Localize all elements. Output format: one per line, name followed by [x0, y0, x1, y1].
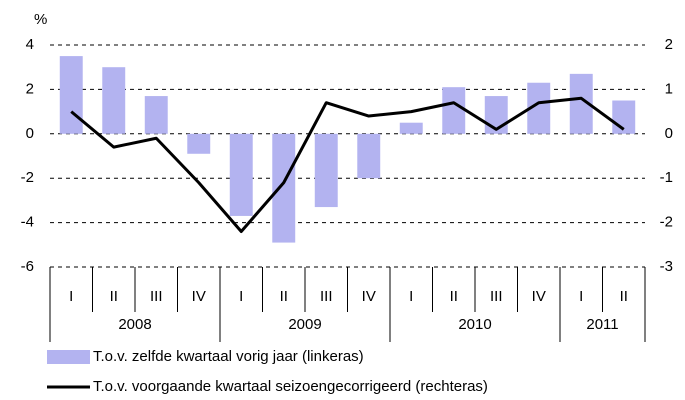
x-tick-label: I [69, 288, 73, 305]
x-tick-label: II [280, 288, 288, 305]
x-group-label: 2008 [118, 316, 151, 333]
y2-tick-label: -3 [660, 258, 673, 275]
y-tick-label: 0 [26, 125, 34, 142]
x-tick-label: II [450, 288, 458, 305]
bar [569, 73, 593, 134]
y2-tick-label: 0 [665, 125, 673, 142]
x-tick-label: II [620, 288, 628, 305]
bar [399, 122, 423, 134]
x-group-label: 2009 [288, 316, 321, 333]
y-tick-label: -6 [21, 258, 34, 275]
y-tick-label: 4 [26, 36, 34, 53]
line [70, 96, 625, 233]
bar [229, 133, 253, 216]
x-tick-label: IV [362, 288, 376, 305]
bar [272, 133, 296, 243]
y-tick-label: 2 [26, 80, 34, 97]
y2-tick-label: 2 [665, 36, 673, 53]
bar [442, 87, 466, 134]
x-tick-label: I [239, 288, 243, 305]
x-tick-label: I [409, 288, 413, 305]
legend-label: T.o.v. zelfde kwartaal vorig jaar (linke… [93, 348, 364, 365]
y-tick-label: -4 [21, 214, 34, 231]
bar [102, 67, 126, 134]
bar [527, 82, 551, 134]
x-tick-label: II [110, 288, 118, 305]
y-axis-unit: % [34, 11, 47, 28]
y2-tick-label: 1 [665, 80, 673, 97]
bar [144, 96, 168, 134]
bar [187, 133, 211, 154]
bar [59, 56, 83, 134]
bar [357, 133, 381, 179]
legend-label: T.o.v. voorgaande kwartaal seizoengecorr… [93, 378, 488, 395]
y-tick-label: -2 [21, 169, 34, 186]
x-group-label: 2011 [586, 316, 618, 333]
x-tick-label: III [490, 288, 503, 305]
x-tick-label: IV [532, 288, 546, 305]
x-tick-label: I [579, 288, 583, 305]
x-tick-label: III [320, 288, 333, 305]
x-tick-label: III [150, 288, 163, 305]
y2-tick-label: -1 [660, 169, 673, 186]
bar [314, 133, 338, 208]
y2-tick-label: -2 [660, 214, 673, 231]
x-tick-label: IV [192, 288, 206, 305]
legend-swatch [47, 350, 90, 364]
x-group-label: 2010 [458, 316, 491, 333]
